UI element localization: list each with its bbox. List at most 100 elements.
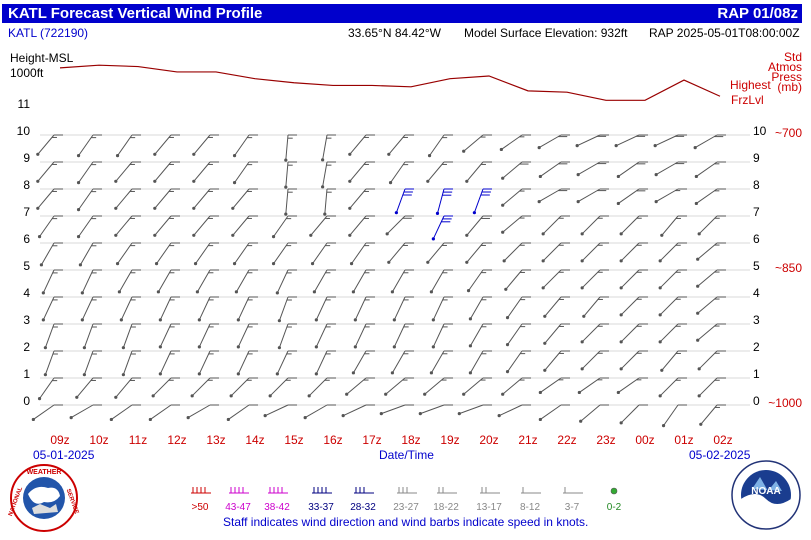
- wind-barb: [353, 296, 375, 322]
- barb-tip: [385, 232, 389, 236]
- wind-barb: [468, 296, 492, 321]
- y-tick-left: 8: [23, 178, 30, 192]
- barb-staff: [40, 242, 55, 266]
- barb-tip: [614, 144, 618, 148]
- wind-barb: [616, 188, 648, 206]
- barb-staff: [698, 215, 718, 235]
- wind-barb: [197, 296, 219, 322]
- wind-barb: [36, 161, 63, 183]
- barb-staff: [150, 404, 172, 420]
- barb-staff: [324, 188, 328, 215]
- barb-tip: [502, 259, 506, 263]
- barb-tip: [431, 237, 435, 241]
- station-id: KATL (722190): [8, 26, 89, 40]
- wind-barb: [580, 242, 609, 263]
- barb-staff: [502, 188, 523, 206]
- barb-tip: [312, 290, 316, 294]
- barb-tip: [654, 200, 658, 204]
- pressure-tick: ~700: [775, 126, 802, 140]
- wind-barb: [580, 269, 609, 290]
- barb-tip: [658, 340, 662, 344]
- barb-staff: [618, 161, 640, 177]
- barb-staff: [78, 161, 94, 183]
- barb-tip: [234, 290, 238, 294]
- barb-tip: [431, 345, 435, 349]
- barb-tip: [392, 345, 396, 349]
- barb-tip: [541, 259, 545, 263]
- y-tick-right: 3: [753, 313, 760, 327]
- wind-barbs: [31, 134, 726, 428]
- barb-staff: [157, 269, 172, 293]
- wind-barb: [579, 404, 609, 423]
- barb-tip: [277, 346, 281, 350]
- surface-elevation: Model Surface Elevation: 932ft: [464, 26, 628, 40]
- wind-barb: [307, 377, 336, 398]
- barb-tip: [263, 414, 267, 418]
- wind-barb: [277, 323, 297, 350]
- wind-barb: [658, 242, 687, 263]
- station-coordinates: 33.65°N 84.42°W: [348, 26, 441, 40]
- wind-barb: [236, 323, 258, 349]
- wind-barb: [660, 215, 687, 237]
- barb-staff: [235, 269, 250, 293]
- barb-tip: [31, 417, 35, 422]
- wind-barb: [696, 323, 726, 342]
- barb-staff: [502, 215, 523, 233]
- barb-staff: [39, 215, 55, 237]
- barb-tip: [348, 206, 352, 210]
- wind-barb: [43, 350, 63, 377]
- barb-tip: [694, 201, 698, 206]
- barb-staff: [655, 188, 679, 203]
- wind-barb: [392, 323, 414, 349]
- wind-barb: [658, 269, 687, 290]
- barb-tip: [232, 154, 237, 158]
- barb-tip: [537, 146, 541, 150]
- barb-tip: [117, 290, 121, 294]
- barb-staff: [308, 377, 328, 397]
- barb-tip: [76, 181, 81, 185]
- barb-staff: [152, 377, 172, 397]
- barb-tip: [390, 371, 394, 375]
- wind-barb: [80, 296, 102, 322]
- x-tick-label: 00z: [635, 433, 654, 447]
- barb-tip: [349, 262, 354, 266]
- wind-barb: [693, 134, 726, 150]
- barb-tip: [284, 212, 288, 216]
- barb-tip: [462, 149, 466, 153]
- wind-barb: [697, 377, 726, 398]
- barb-tip: [321, 185, 325, 189]
- wind-barb: [660, 350, 687, 372]
- barb-tip: [153, 206, 157, 210]
- barb-staff: [620, 404, 640, 424]
- barb-staff: [659, 269, 679, 289]
- barb-staff: [505, 269, 523, 290]
- wind-barb: [653, 134, 687, 148]
- wind-barb: [121, 350, 141, 377]
- wind-barb: [575, 134, 609, 148]
- barb-staff: [654, 134, 679, 147]
- wind-barb: [614, 134, 648, 148]
- barb-tip: [654, 173, 658, 177]
- wind-barb: [658, 377, 687, 398]
- barb-staff: [501, 134, 523, 150]
- wind-barb: [427, 134, 453, 158]
- barb-tip: [387, 260, 391, 264]
- wind-barb: [303, 404, 336, 420]
- wind-barb: [37, 377, 63, 401]
- barb-tip: [153, 233, 157, 237]
- barb-staff: [618, 188, 640, 204]
- y-tick-left: 10: [17, 124, 31, 138]
- barb-staff: [351, 242, 367, 264]
- barb-tip: [197, 372, 201, 376]
- barb-tip: [693, 146, 697, 150]
- barb-tip: [192, 233, 196, 237]
- barb-tip: [310, 262, 315, 266]
- barb-staff: [381, 404, 406, 415]
- barb-staff: [542, 269, 562, 289]
- barb-tip: [696, 257, 700, 261]
- wind-barb: [392, 296, 414, 322]
- barb-tip: [303, 416, 307, 420]
- barb-tip: [314, 345, 318, 349]
- wind-barb: [388, 161, 414, 185]
- barb-staff: [583, 296, 601, 317]
